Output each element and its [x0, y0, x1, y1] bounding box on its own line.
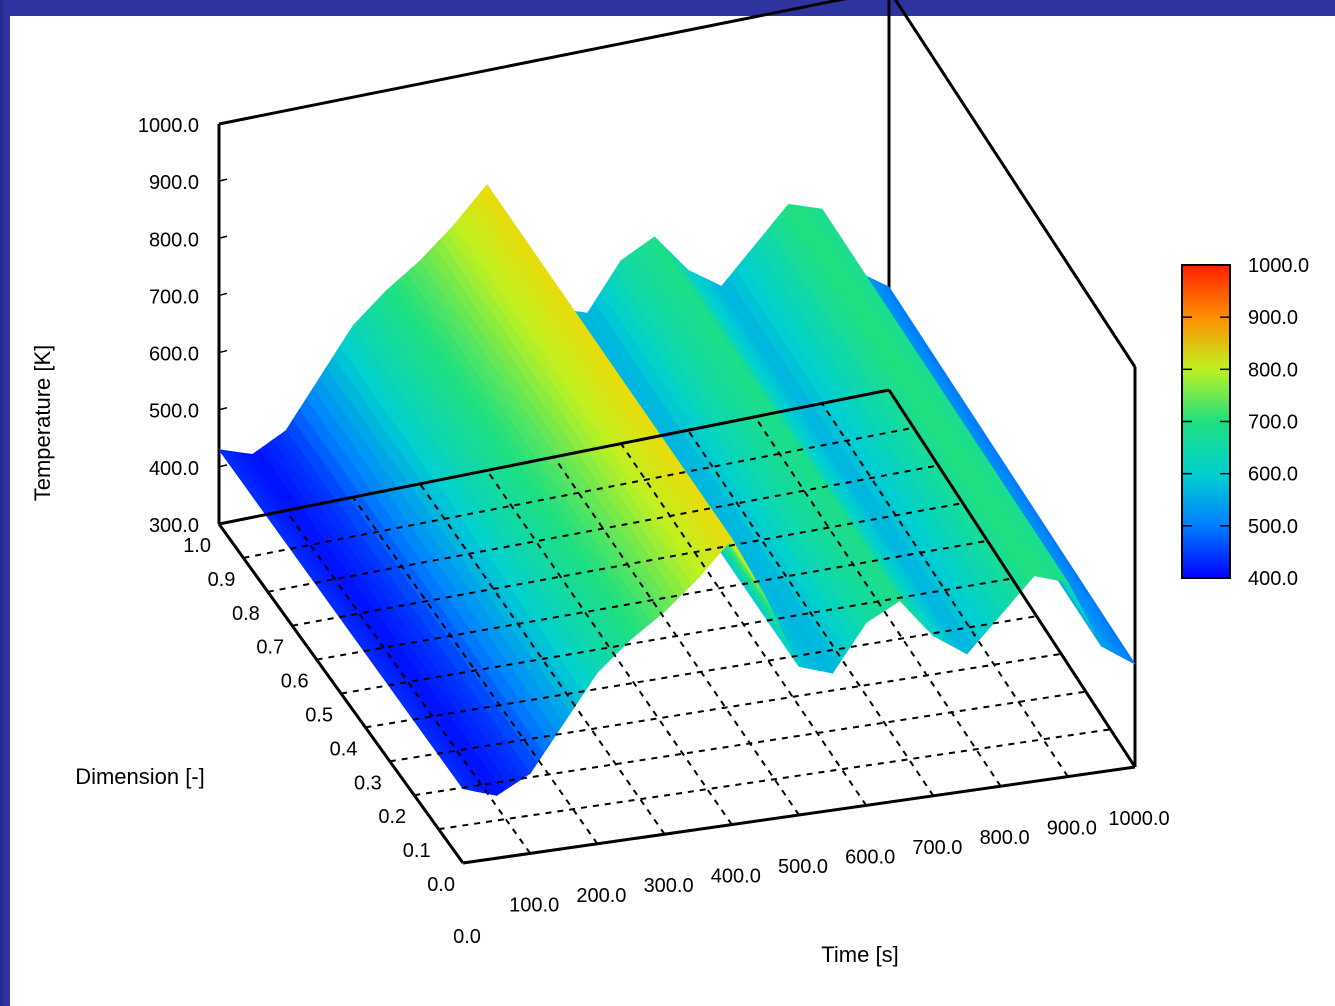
colorbar-tick-label: 400.0 — [1248, 568, 1298, 590]
colorbar-tick-label: 800.0 — [1248, 359, 1298, 381]
colorbar-tick-label: 600.0 — [1248, 464, 1298, 486]
z-tick-label: 1000.0 — [138, 115, 199, 137]
y-tick-label: 0.6 — [281, 671, 309, 693]
y-tick-label: 0.5 — [305, 705, 333, 727]
y-tick-label: 0.4 — [330, 738, 358, 760]
box-edge-back-top — [218, 0, 847, 126]
grid-line-dimension — [243, 426, 914, 559]
z-tick-label: 800.0 — [149, 229, 199, 251]
grid-line-dimension — [292, 502, 963, 627]
y-tick-label: 0.9 — [208, 569, 236, 591]
z-tick-mark — [218, 292, 228, 297]
x-tick-label: 300.0 — [644, 875, 694, 897]
x-tick-label: 900.0 — [1047, 818, 1097, 840]
box-edge-back-bottom — [218, 388, 890, 526]
colorbar-tick-label: 700.0 — [1248, 412, 1298, 434]
y-tick-label: 0.2 — [378, 806, 406, 828]
y-tick-label: 0.7 — [256, 637, 284, 659]
box-edge-left-bottom — [217, 523, 465, 864]
grid-line-dimension — [414, 690, 1086, 797]
box-edge-front-bottom — [462, 765, 1136, 865]
x-tick-label: 400.0 — [711, 866, 761, 888]
floor-grid — [243, 402, 1111, 854]
z-tick-label: 500.0 — [149, 401, 199, 423]
grid-line-dimension — [389, 652, 1062, 763]
grid-line-time — [352, 496, 599, 845]
surface — [218, 184, 1136, 796]
z-tick-mark — [218, 235, 228, 240]
colorbar-tick-label: 500.0 — [1248, 516, 1298, 538]
grid-line-time — [687, 429, 935, 797]
x-tick-label: 700.0 — [912, 837, 962, 859]
z-tick-mark — [218, 406, 228, 411]
x-tick-label: 1000.0 — [1108, 808, 1169, 830]
grid-line-time — [821, 402, 1069, 778]
x-tick-label: 100.0 — [509, 894, 559, 916]
grid-line-time — [285, 510, 532, 854]
colorbar-tick-label: 900.0 — [1248, 307, 1298, 329]
surface-strip — [218, 449, 471, 791]
front-box-edges — [217, 388, 1137, 865]
z-tick-mark — [218, 349, 228, 354]
grid-line-dimension — [267, 464, 939, 593]
tick-labels: 0.0 100.0 200.0 300.0 400.0 500.0 600.0 700.0 80… — [138, 115, 1170, 948]
grid-line-dimension — [340, 577, 1013, 695]
y-tick-label: 0.1 — [403, 840, 431, 862]
y-tick-label: 1.0 — [183, 535, 211, 557]
z-tick-label: 300.0 — [149, 515, 199, 537]
colorbar-tick-label: 1000.0 — [1248, 255, 1309, 277]
grid-line-dimension — [438, 728, 1111, 831]
x-tick-label: 800.0 — [980, 827, 1030, 849]
colorbar: 1000.0 900.0 800.0 700.0 600.0 500.0 400.0 — [1181, 255, 1309, 590]
y-tick-label: 0.0 — [427, 874, 455, 896]
z-tick-mark — [218, 521, 228, 525]
x-tick-label: 600.0 — [845, 846, 895, 868]
z-tick-mark — [218, 178, 228, 182]
z-tick-label: 700.0 — [149, 286, 199, 308]
z-tick-label: 400.0 — [149, 458, 199, 480]
y-tick-label: 0.3 — [354, 772, 382, 794]
z-tick-mark — [218, 464, 228, 468]
z-tick-label: 600.0 — [149, 344, 199, 366]
grid-line-dimension — [365, 615, 1037, 729]
y-axis-title: Dimension [-] — [75, 764, 205, 789]
grid-line-dimension — [316, 539, 988, 661]
x-axis-title: Time [s] — [821, 942, 898, 967]
x-tick-label: 200.0 — [576, 885, 626, 907]
box-edge-right-top — [893, 0, 1137, 368]
box-edge-right-bottom — [887, 389, 1137, 768]
z-tick-mark — [218, 121, 228, 125]
z-tick-label: 900.0 — [149, 172, 199, 194]
back-walls — [217, 0, 1137, 767]
y-tick-label: 0.8 — [232, 603, 260, 625]
x-tick-label: 500.0 — [778, 856, 828, 878]
z-axis-title: Temperature [K] — [30, 345, 55, 502]
x-tick-label: 0.0 — [453, 926, 481, 948]
